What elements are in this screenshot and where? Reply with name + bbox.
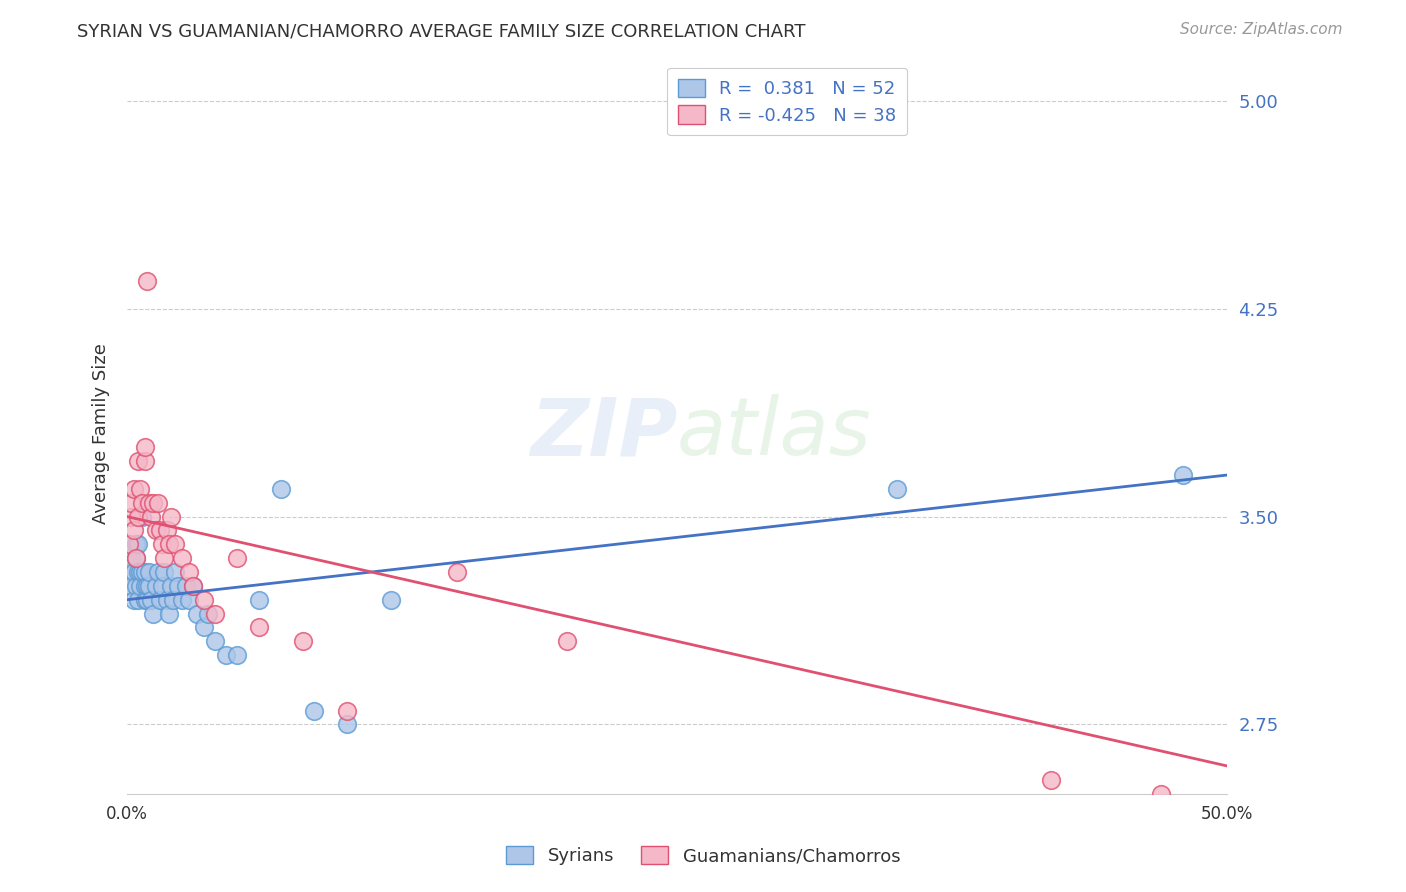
Point [122,565,145,579]
Point [120,579,142,593]
Point [131,496,153,510]
Point [125,537,148,551]
Point [380,592,402,607]
Point [153,565,176,579]
Point [134,440,156,454]
Point [155,524,177,538]
Point [165,537,187,551]
Point [165,565,187,579]
Point [146,565,169,579]
Point [142,496,165,510]
Point [120,496,142,510]
Point [247,620,270,634]
Point [127,537,149,551]
Point [155,592,177,607]
Point [127,592,149,607]
Point [120,551,142,566]
Point [122,524,145,538]
Point [153,551,176,566]
Point [122,592,145,607]
Point [135,274,157,288]
Legend: R =  0.381   N = 52, R = -0.425   N = 38: R = 0.381 N = 52, R = -0.425 N = 38 [666,68,907,136]
Point [122,482,145,496]
Point [177,592,200,607]
Point [127,509,149,524]
Point [131,509,153,524]
Point [302,704,325,718]
Point [176,579,198,593]
Point [120,509,142,524]
Point [138,579,160,593]
Point [127,454,149,468]
Point [127,565,149,579]
Point [226,551,249,566]
Point [142,607,165,621]
Point [1150,787,1173,801]
Point [118,537,141,551]
Point [141,509,163,524]
Text: ZIP: ZIP [530,394,678,473]
Point [204,634,226,648]
Point [135,579,157,593]
Point [186,607,208,621]
Point [129,565,152,579]
Point [118,565,141,579]
Point [446,565,468,579]
Point [134,592,156,607]
Point [157,537,180,551]
Point [134,565,156,579]
Point [138,496,160,510]
Point [247,592,270,607]
Point [160,579,183,593]
Point [181,579,204,593]
Point [170,551,193,566]
Point [886,482,908,496]
Point [129,482,152,496]
Point [125,579,148,593]
Point [160,509,183,524]
Point [336,717,359,731]
Point [150,537,173,551]
Point [141,592,163,607]
Point [149,592,172,607]
Point [149,524,172,538]
Point [193,592,215,607]
Point [181,579,204,593]
Text: Source: ZipAtlas.com: Source: ZipAtlas.com [1180,22,1343,37]
Point [177,565,200,579]
Y-axis label: Average Family Size: Average Family Size [93,343,110,524]
Point [157,607,180,621]
Point [555,634,578,648]
Point [134,454,156,468]
Point [204,607,226,621]
Point [170,592,193,607]
Point [1173,468,1195,483]
Point [125,551,148,566]
Point [215,648,238,662]
Point [134,579,156,593]
Point [1040,772,1063,787]
Point [135,592,157,607]
Point [138,565,160,579]
Point [146,496,169,510]
Point [145,524,167,538]
Point [336,704,359,718]
Text: SYRIAN VS GUAMANIAN/CHAMORRO AVERAGE FAMILY SIZE CORRELATION CHART: SYRIAN VS GUAMANIAN/CHAMORRO AVERAGE FAM… [77,22,806,40]
Point [226,648,249,662]
Point [166,579,188,593]
Point [131,565,153,579]
Point [270,482,292,496]
Point [197,607,219,621]
Legend: Syrians, Guamanians/Chamorros: Syrians, Guamanians/Chamorros [499,838,907,872]
Point [145,579,167,593]
Point [292,634,315,648]
Point [162,592,184,607]
Point [150,579,173,593]
Point [129,579,152,593]
Text: atlas: atlas [678,394,872,473]
Point [193,620,215,634]
Point [125,551,148,566]
